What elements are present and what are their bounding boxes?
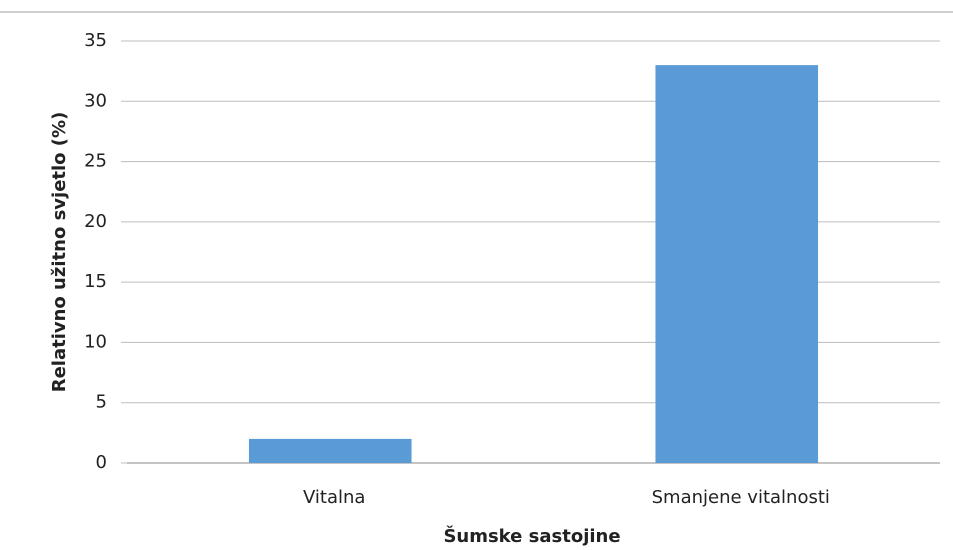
x-tick-label: Vitalna xyxy=(303,487,365,508)
x-tick-label: Smanjene vitalnosti xyxy=(652,487,830,508)
bar xyxy=(248,438,412,463)
y-tick-label: 20 xyxy=(84,211,107,232)
y-tick-label: 15 xyxy=(84,271,107,292)
y-tick-label: 25 xyxy=(84,151,107,172)
y-tick-label: 0 xyxy=(96,452,107,473)
y-axis-title: Relativno užitno svjetlo (%) xyxy=(49,112,70,393)
y-tick-label: 5 xyxy=(96,392,107,413)
y-tick-label: 30 xyxy=(84,90,107,111)
y-tick-label: 10 xyxy=(84,331,107,352)
y-tick-label: 35 xyxy=(84,30,107,51)
bar xyxy=(655,65,819,463)
x-axis-title: Šumske sastojine xyxy=(443,525,620,547)
